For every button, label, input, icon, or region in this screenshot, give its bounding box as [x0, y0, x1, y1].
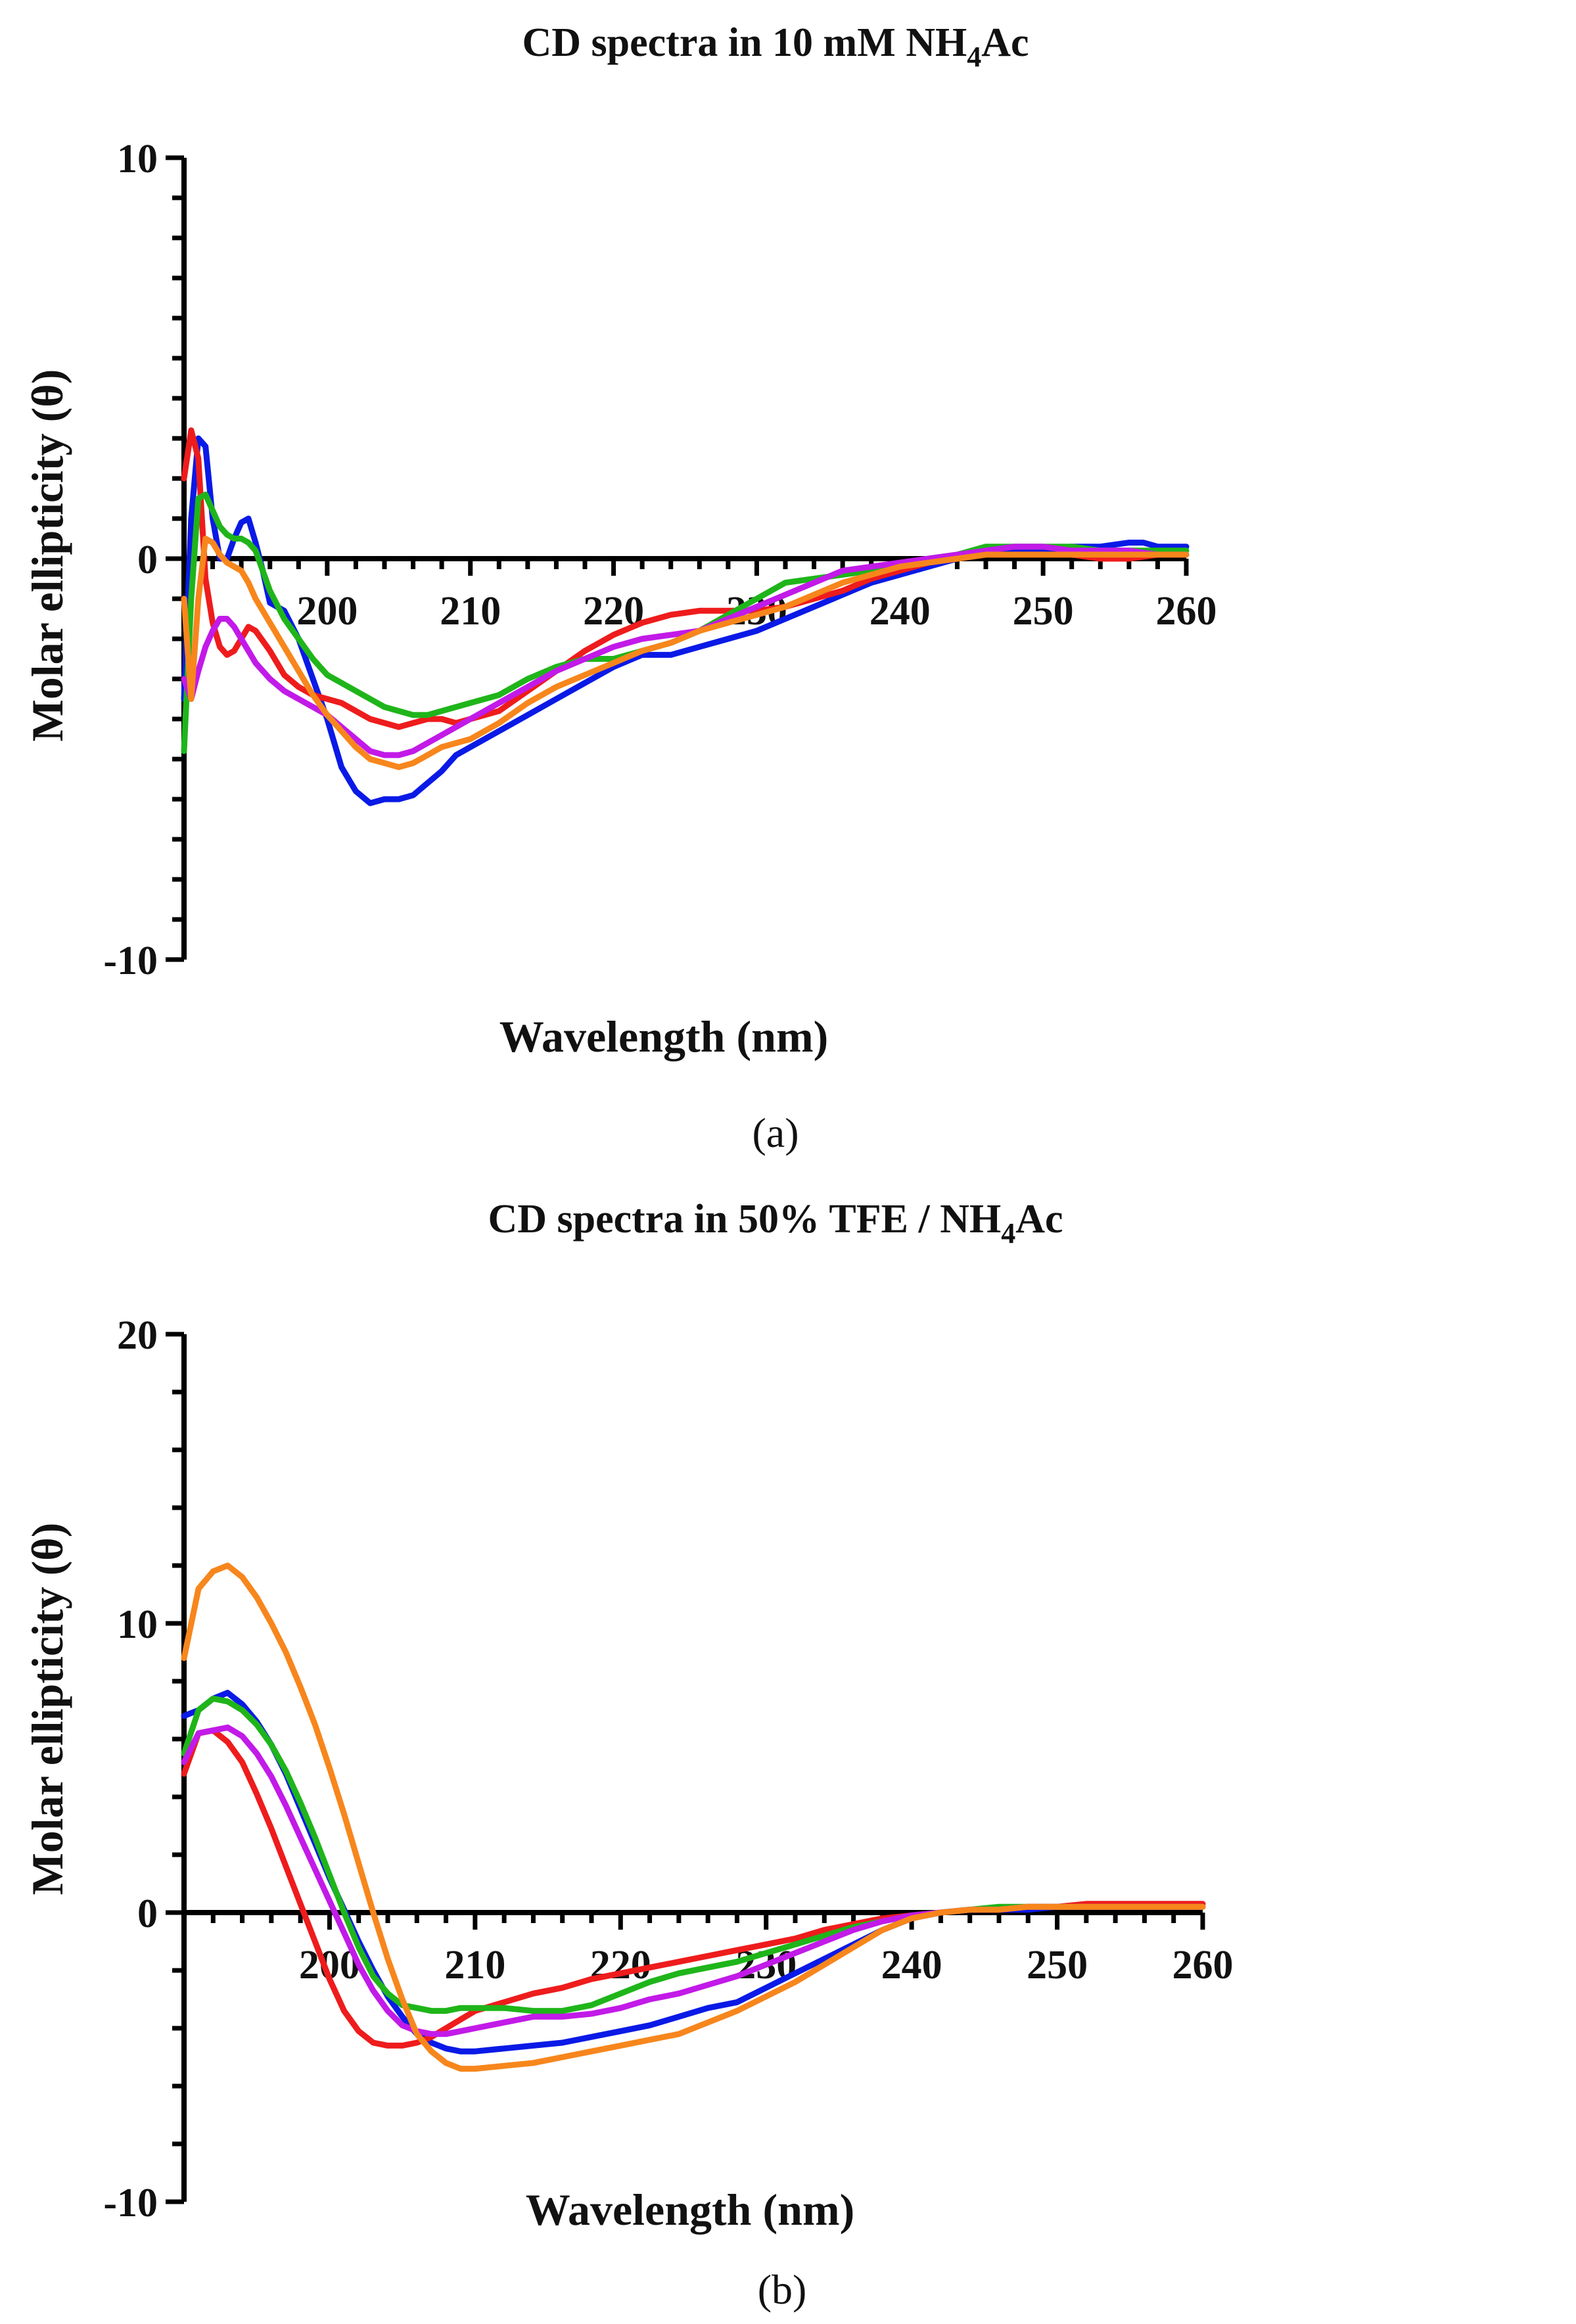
panel-b-x-tick-label: 250 [1027, 1943, 1088, 1987]
panel-a-title: CD spectra in 10 mM NH4Ac [522, 20, 1029, 73]
panel-b-x-tick-label: 240 [881, 1943, 942, 1987]
panel-b-y-tick-label: -10 [103, 2181, 158, 2225]
panel-b-series-osti-2461 [181, 1562, 1206, 2072]
panel-b-y-tick-label: 20 [117, 1313, 158, 1358]
panel-a-x-tick-label: 210 [440, 589, 501, 634]
panel-b-x-axis-label: Wavelength (nm) [526, 2185, 855, 2235]
panel-b-x-tick-label: 210 [444, 1943, 505, 1987]
panel-a-x-tick-label: 260 [1156, 589, 1217, 634]
panel-a-series-osti-2363 [181, 544, 1190, 758]
panel-a-series-osti-1696 [181, 427, 1190, 730]
panel-b-title: CD spectra in 50% TFE / NH4Ac [488, 1197, 1063, 1249]
panel-a-y-tick-label: -10 [103, 939, 158, 983]
panel-a-x-axis-label: Wavelength (nm) [499, 1011, 829, 1061]
panel-a-x-tick-label: 240 [869, 589, 931, 634]
panel-a-y-tick-label: 10 [117, 137, 158, 181]
panel-b-x-tick-label: 220 [590, 1943, 651, 1987]
panel-a-series-osti-2461 [181, 536, 1190, 770]
panel-b-y-tick-label: 10 [117, 1602, 158, 1647]
panel-b-label: (b) [758, 2266, 807, 2313]
panel-a-y-tick-label: 0 [137, 538, 158, 582]
panel-b-series-group [181, 1562, 1206, 2072]
panel-b-y-axis-label: Molar ellipticity (θ) [22, 1523, 72, 1895]
panel-a-series-group [181, 427, 1190, 806]
panel-a-x-tick-label: 200 [296, 589, 358, 634]
panel-a-label: (a) [752, 1109, 799, 1156]
panel-a-x-tick-label: 250 [1013, 589, 1074, 634]
panel-b-chart: CD spectra in 50% TFE / NH4Ac 20100-1020… [22, 1197, 1234, 2313]
panel-a-y-axis-label: Molar ellipticity (θ) [22, 369, 72, 742]
panel-b-x-tick-label: 260 [1172, 1943, 1234, 1987]
panel-b-y-tick-label: 0 [137, 1892, 158, 1936]
